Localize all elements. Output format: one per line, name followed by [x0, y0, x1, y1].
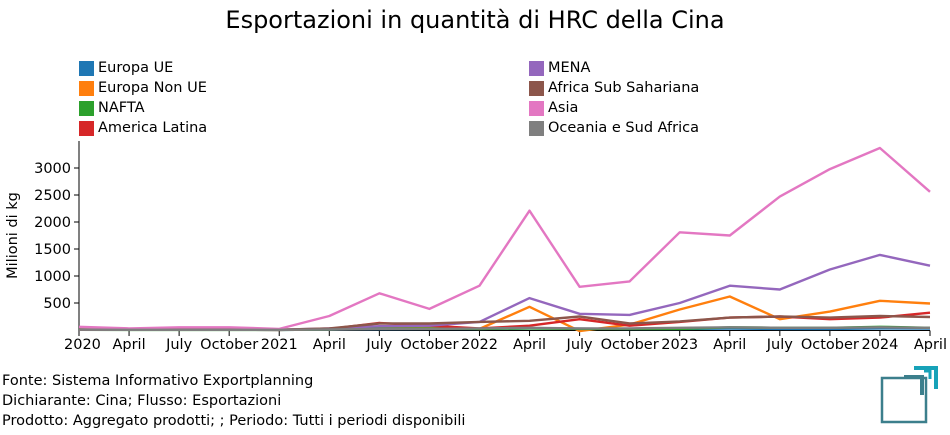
x-tick-label: 2020 — [64, 337, 101, 353]
y-tick-label: 3000 — [34, 161, 71, 177]
chart-title: Esportazioni in quantità di HRC della Ci… — [225, 6, 725, 34]
x-tick-label: 2024 — [861, 337, 898, 353]
legend-item: MENA — [529, 59, 590, 77]
legend-label: Oceania e Sud Africa — [548, 120, 699, 136]
legend-label: Europa UE — [98, 60, 174, 76]
x-tick-label: October — [400, 337, 458, 353]
x-tick-label: 2022 — [461, 337, 498, 353]
footer-source: Fonte: Sistema Informativo Exportplannin… — [2, 373, 314, 389]
legend-item: America Latina — [79, 119, 207, 137]
legend-item: Asia — [529, 99, 578, 117]
x-tick-label: July — [365, 337, 392, 353]
x-tick-label: April — [313, 337, 346, 353]
y-tick-label: 1500 — [34, 242, 71, 258]
footer-declarant: Dichiarante: Cina; Flusso: Esportazioni — [2, 393, 282, 409]
legend-label: Europa Non UE — [98, 80, 207, 96]
series-line — [78, 326, 931, 331]
legend-swatch — [529, 120, 544, 136]
legend-label: Africa Sub Sahariana — [548, 80, 700, 96]
x-tick-label: 2023 — [661, 337, 698, 353]
legend-swatch — [529, 60, 544, 76]
legend-item: Europa UE — [79, 59, 173, 77]
legend-swatch — [529, 100, 544, 116]
legend-label: MENA — [548, 60, 591, 76]
series-line — [78, 146, 931, 331]
chart-legend: Europa UE Europa Non UE NAFTA America Latin… — [0, 58, 950, 140]
legend-item: NAFTA — [79, 99, 145, 117]
x-tick-label: July — [165, 337, 192, 353]
footer-product: Prodotto: Aggregato prodotti; ; Periodo:… — [2, 413, 466, 429]
legend-item: Africa Sub Sahariana — [529, 79, 699, 97]
chart-plot: 500 1000 1500 2000 2500 3000 Milioni di kg 2020… — [5, 141, 947, 353]
legend-item: Europa Non UE — [79, 79, 207, 97]
legend-label: Asia — [548, 100, 579, 116]
x-tick-label: April — [914, 337, 947, 353]
legend-swatch — [79, 100, 94, 116]
x-tick-label: April — [513, 337, 546, 353]
x-tick-label: October — [200, 337, 258, 353]
y-tick-label: 500 — [43, 296, 71, 312]
legend-label: America Latina — [98, 120, 208, 136]
x-tick-label: 2021 — [261, 337, 298, 353]
y-tick-label: 2500 — [34, 188, 71, 204]
x-tick-label: April — [112, 337, 145, 353]
x-tick-label: October — [601, 337, 659, 353]
y-tick-label: 2000 — [34, 215, 71, 231]
legend-item: Oceania e Sud Africa — [529, 119, 699, 137]
y-axis-label: Milioni di kg — [5, 192, 21, 279]
legend-swatch — [529, 80, 544, 96]
exportplanning-logo-icon — [880, 366, 938, 424]
y-tick-label: 1000 — [34, 269, 71, 285]
legend-swatch — [79, 120, 94, 136]
x-tick-label: October — [801, 337, 859, 353]
legend-swatch — [79, 80, 94, 96]
chart-footer: Fonte: Sistema Informativo Exportplannin… — [2, 371, 465, 431]
x-tick-label: July — [566, 337, 593, 353]
legend-swatch — [79, 60, 94, 76]
x-tick-label: April — [713, 337, 746, 353]
x-tick-label: July — [766, 337, 793, 353]
legend-label: NAFTA — [98, 100, 145, 116]
